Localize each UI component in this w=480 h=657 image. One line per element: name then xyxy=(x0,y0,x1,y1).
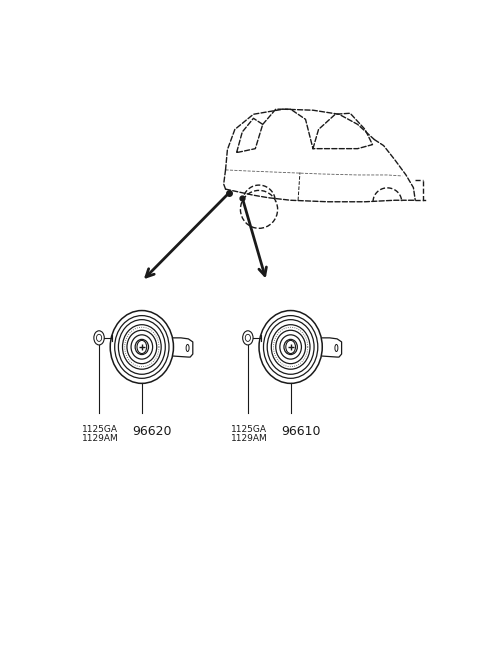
Text: 1125GA: 1125GA xyxy=(231,425,267,434)
Text: 96620: 96620 xyxy=(132,425,172,438)
Text: 1125GA: 1125GA xyxy=(83,425,118,434)
Text: 1129AM: 1129AM xyxy=(231,434,268,443)
Text: 1129AM: 1129AM xyxy=(83,434,119,443)
Text: 96610: 96610 xyxy=(281,425,321,438)
